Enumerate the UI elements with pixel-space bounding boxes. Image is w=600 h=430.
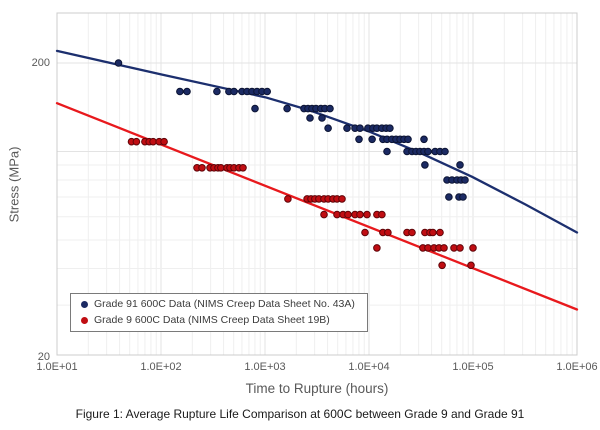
grade9-data-point bbox=[363, 210, 371, 219]
grade91-data-point bbox=[230, 87, 238, 96]
legend-label-grade9: Grade 9 600C Data (NIMS Creep Data Sheet… bbox=[94, 314, 330, 326]
grade9-data-point bbox=[132, 137, 141, 146]
grade91-data-point bbox=[213, 87, 221, 96]
grade9-data-point bbox=[384, 228, 392, 237]
y-axis-title: Stress (MPa) bbox=[6, 146, 22, 223]
x-tick-label: 1.0E+02 bbox=[140, 361, 182, 373]
grade91-data-point bbox=[263, 87, 272, 96]
plot-border bbox=[56, 12, 578, 356]
grade9-data-point bbox=[239, 164, 247, 172]
x-tick-label: 1.0E+05 bbox=[452, 361, 494, 373]
grade91-data-point bbox=[424, 147, 432, 156]
grade9-data-point bbox=[356, 210, 364, 219]
grade91-marker-icon bbox=[81, 300, 88, 308]
y-tick-label: 20 bbox=[37, 350, 50, 363]
grade91-data-point bbox=[324, 124, 332, 132]
grade91-data-point bbox=[383, 147, 391, 156]
legend-item-grade91: Grade 91 600C Data (NIMS Creep Data Shee… bbox=[81, 298, 359, 310]
grade91-data-point bbox=[343, 124, 351, 132]
grade91-data-point bbox=[355, 135, 363, 144]
grade9-data-point bbox=[408, 228, 416, 237]
grade9-trend-line bbox=[55, 102, 579, 311]
grade9-data-point bbox=[436, 228, 444, 237]
grade91-data-point bbox=[421, 161, 429, 169]
x-tick-label: 1.0E+03 bbox=[244, 361, 286, 373]
grade9-data-point bbox=[429, 228, 437, 237]
grade9-data-point bbox=[469, 244, 477, 252]
grade91-data-point bbox=[459, 193, 467, 201]
plot-area bbox=[55, 12, 579, 356]
grade91-data-point bbox=[318, 114, 326, 122]
x-axis-title: Time to Rupture (hours) bbox=[245, 381, 389, 396]
grade9-data-point bbox=[284, 195, 292, 203]
grade9-data-point bbox=[440, 244, 448, 252]
x-tick-label: 1.0E+01 bbox=[36, 361, 78, 373]
grade91-data-point bbox=[445, 193, 453, 201]
legend: Grade 91 600C Data (NIMS Creep Data Shee… bbox=[70, 293, 368, 332]
rupture-life-chart: 200 20 1.0E+01 1.0E+02 1.0E+03 1.0E+04 1.0E+0… bbox=[6, 12, 598, 396]
grade9-data-point bbox=[320, 210, 328, 219]
y-tick-label: 200 bbox=[31, 57, 50, 70]
legend-item-grade9: Grade 9 600C Data (NIMS Creep Data Sheet… bbox=[81, 314, 359, 326]
grade9-marker-icon bbox=[81, 316, 88, 324]
grade9-data-point bbox=[338, 195, 346, 203]
grade9-data-point bbox=[467, 261, 475, 270]
grade91-data-point bbox=[114, 59, 123, 67]
grade9-data-point bbox=[373, 244, 381, 252]
legend-label-grade91: Grade 91 600C Data (NIMS Creep Data Shee… bbox=[94, 298, 355, 310]
grade91-data-point bbox=[456, 161, 464, 169]
grade9-data-point bbox=[160, 137, 168, 146]
figure-caption: Figure 1: Average Rupture Life Compariso… bbox=[75, 407, 525, 421]
grade9-data-point bbox=[378, 210, 386, 219]
grade91-data-point bbox=[183, 87, 191, 96]
grade9-data-point bbox=[456, 244, 464, 252]
grade9-data-point bbox=[438, 261, 446, 270]
grade91-data-point bbox=[368, 135, 376, 144]
grade9-data-point bbox=[361, 228, 369, 237]
grade91-data-point bbox=[176, 87, 184, 96]
grade91-data-point bbox=[386, 124, 394, 132]
x-tick-label: 1.0E+04 bbox=[348, 361, 390, 373]
grade9-data-point bbox=[344, 210, 352, 219]
grade91-data-point bbox=[356, 124, 364, 132]
grade91-data-point bbox=[441, 147, 449, 156]
x-tick-label: 1.0E+06 bbox=[556, 361, 598, 373]
grade91-data-point bbox=[326, 104, 334, 113]
grade91-data-point bbox=[461, 176, 469, 184]
grade91-data-point bbox=[251, 104, 259, 113]
grade9-data-point bbox=[198, 164, 206, 172]
grade91-data-point bbox=[404, 135, 412, 144]
grade91-data-point bbox=[306, 114, 314, 122]
grade91-data-point bbox=[420, 135, 428, 144]
grade91-data-point bbox=[283, 104, 291, 113]
